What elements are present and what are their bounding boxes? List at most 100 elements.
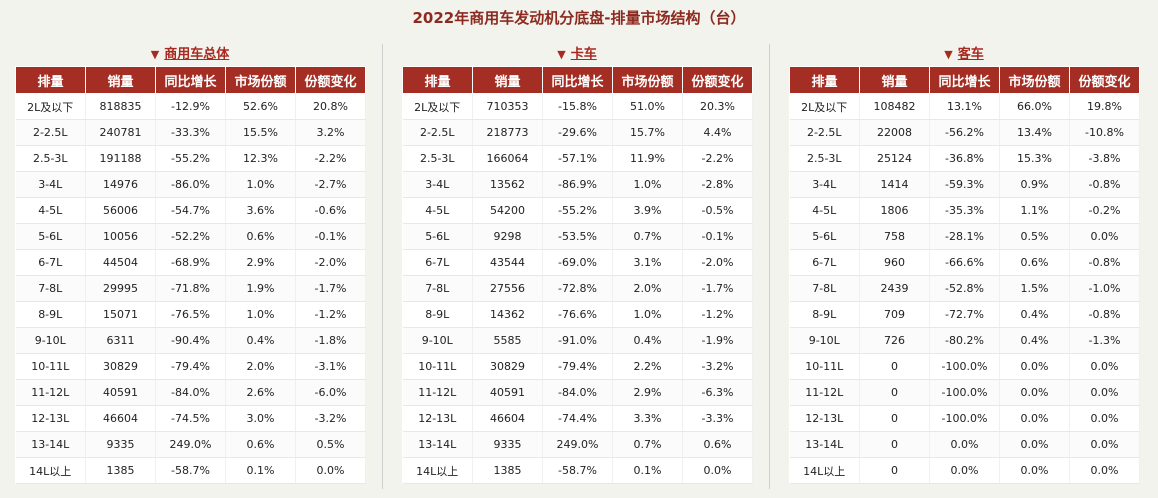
table-cell: 108482 [859,93,930,120]
table-cell: -1.0% [1069,275,1140,302]
table-cell: -2.7% [295,171,366,198]
table-cell: 1.0% [612,171,683,198]
table-cell: 3-4L [15,171,86,198]
table-cell: 14976 [85,171,156,198]
table-cell: -68.9% [155,249,226,276]
table-cell: 818835 [85,93,156,120]
table-header-row: 排量 销量 同比增长 市场份额 份额变化 [15,66,366,94]
table-cell: -28.1% [929,223,1000,250]
table-cell: 1385 [85,457,156,484]
table-cell: 2.0% [612,275,683,302]
table-cell: 5-6L [789,223,860,250]
table-cell: -1.3% [1069,327,1140,354]
table-row: 12-13L 0 -100.0% 0.0% 0.0% [789,405,1140,432]
table-cell: 46604 [85,405,156,432]
table-cell: 14L以上 [402,457,473,484]
table-cell: 3.3% [612,405,683,432]
table-cell: 3.6% [225,197,296,224]
table-cell: 5-6L [402,223,473,250]
table-cell: 8-9L [402,301,473,328]
table-row: 2L及以下 108482 13.1% 66.0% 19.8% [789,93,1140,120]
table-cell: 0.0% [999,379,1070,406]
table-row: 2-2.5L 22008 -56.2% 13.4% -10.8% [789,119,1140,146]
column-header: 销量 [85,66,156,94]
table-row: 3-4L 14976 -86.0% 1.0% -2.7% [15,171,366,198]
table-cell: 46604 [472,405,543,432]
table-cell: 1806 [859,197,930,224]
column-header: 市场份额 [225,66,296,94]
table-cell: -0.8% [1069,301,1140,328]
table-cell: 6-7L [402,249,473,276]
table-cell: 0.0% [999,405,1070,432]
table-cell: 2.9% [225,249,296,276]
data-table: 排量 销量 同比增长 市场份额 份额变化 2L及以下 818835 -12.9% 52.6% 20… [15,66,366,484]
table-cell: 0 [859,457,930,484]
table-cell: 1385 [472,457,543,484]
table-cell: 0.1% [225,457,296,484]
table-cell: -69.0% [542,249,613,276]
column-header: 销量 [472,66,543,94]
table-cell: -29.6% [542,119,613,146]
table-cell: 54200 [472,197,543,224]
table-cell: 10056 [85,223,156,250]
column-header: 销量 [859,66,930,94]
table-cell: 0.0% [295,457,366,484]
table-cell: 10-11L [15,353,86,380]
table-cell: 14362 [472,301,543,328]
panel-title: ▼ 卡车 [402,44,752,66]
table-cell: 1.0% [612,301,683,328]
table-cell: -91.0% [542,327,613,354]
table-cell: -0.8% [1069,249,1140,276]
table-cell: 726 [859,327,930,354]
panel-divider [382,44,383,489]
table-cell: 0.6% [999,249,1070,276]
table-cell: 0.4% [999,301,1070,328]
table-cell: -66.6% [929,249,1000,276]
table-row: 4-5L 54200 -55.2% 3.9% -0.5% [402,197,753,224]
table-cell: -100.0% [929,405,1000,432]
table-cell: -1.2% [682,301,753,328]
panel-title-label: 卡车 [570,47,597,62]
table-cell: -6.0% [295,379,366,406]
table-cell: 30829 [85,353,156,380]
table-cell: -0.2% [1069,197,1140,224]
table-cell: -100.0% [929,353,1000,380]
table-cell: 2439 [859,275,930,302]
table-cell: 0.4% [999,327,1070,354]
table-cell: 7-8L [15,275,86,302]
table-cell: 2L及以下 [15,93,86,120]
table-cell: -1.7% [295,275,366,302]
table-row: 10-11L 30829 -79.4% 2.2% -3.2% [402,353,753,380]
panel-overall: ▼ 商用车总体 排量 销量 同比增长 市场份额 份额变化 2L及以下 818835 -12.9% 5… [15,44,366,484]
table-cell: 66.0% [999,93,1070,120]
table-cell: 11-12L [402,379,473,406]
table-cell: -80.2% [929,327,1000,354]
panel-title-label: 客车 [957,47,984,62]
table-cell: 6-7L [789,249,860,276]
table-cell: 13-14L [15,431,86,458]
table-cell: 2.9% [612,379,683,406]
table-cell: -1.2% [295,301,366,328]
table-cell: 1.0% [225,301,296,328]
table-cell: 9-10L [789,327,860,354]
table-cell: -0.1% [295,223,366,250]
page-title: 2022年商用车发动机分底盘-排量市场结构（台） [412,9,746,27]
table-cell: 3.1% [612,249,683,276]
table-row: 2-2.5L 240781 -33.3% 15.5% 3.2% [15,119,366,146]
table-cell: 758 [859,223,930,250]
table-cell: 0.5% [295,431,366,458]
table-row: 8-9L 709 -72.7% 0.4% -0.8% [789,301,1140,328]
table-cell: 2-2.5L [789,119,860,146]
table-cell: -2.2% [682,145,753,172]
table-cell: 15071 [85,301,156,328]
table-cell: 15.5% [225,119,296,146]
table-cell: 0.6% [682,431,753,458]
table-cell: 5585 [472,327,543,354]
table-cell: 44504 [85,249,156,276]
table-cell: -36.8% [929,145,1000,172]
table-cell: 4.4% [682,119,753,146]
table-cell: -74.5% [155,405,226,432]
table-row: 11-12L 40591 -84.0% 2.9% -6.3% [402,379,753,406]
table-cell: 25124 [859,145,930,172]
table-cell: -1.7% [682,275,753,302]
